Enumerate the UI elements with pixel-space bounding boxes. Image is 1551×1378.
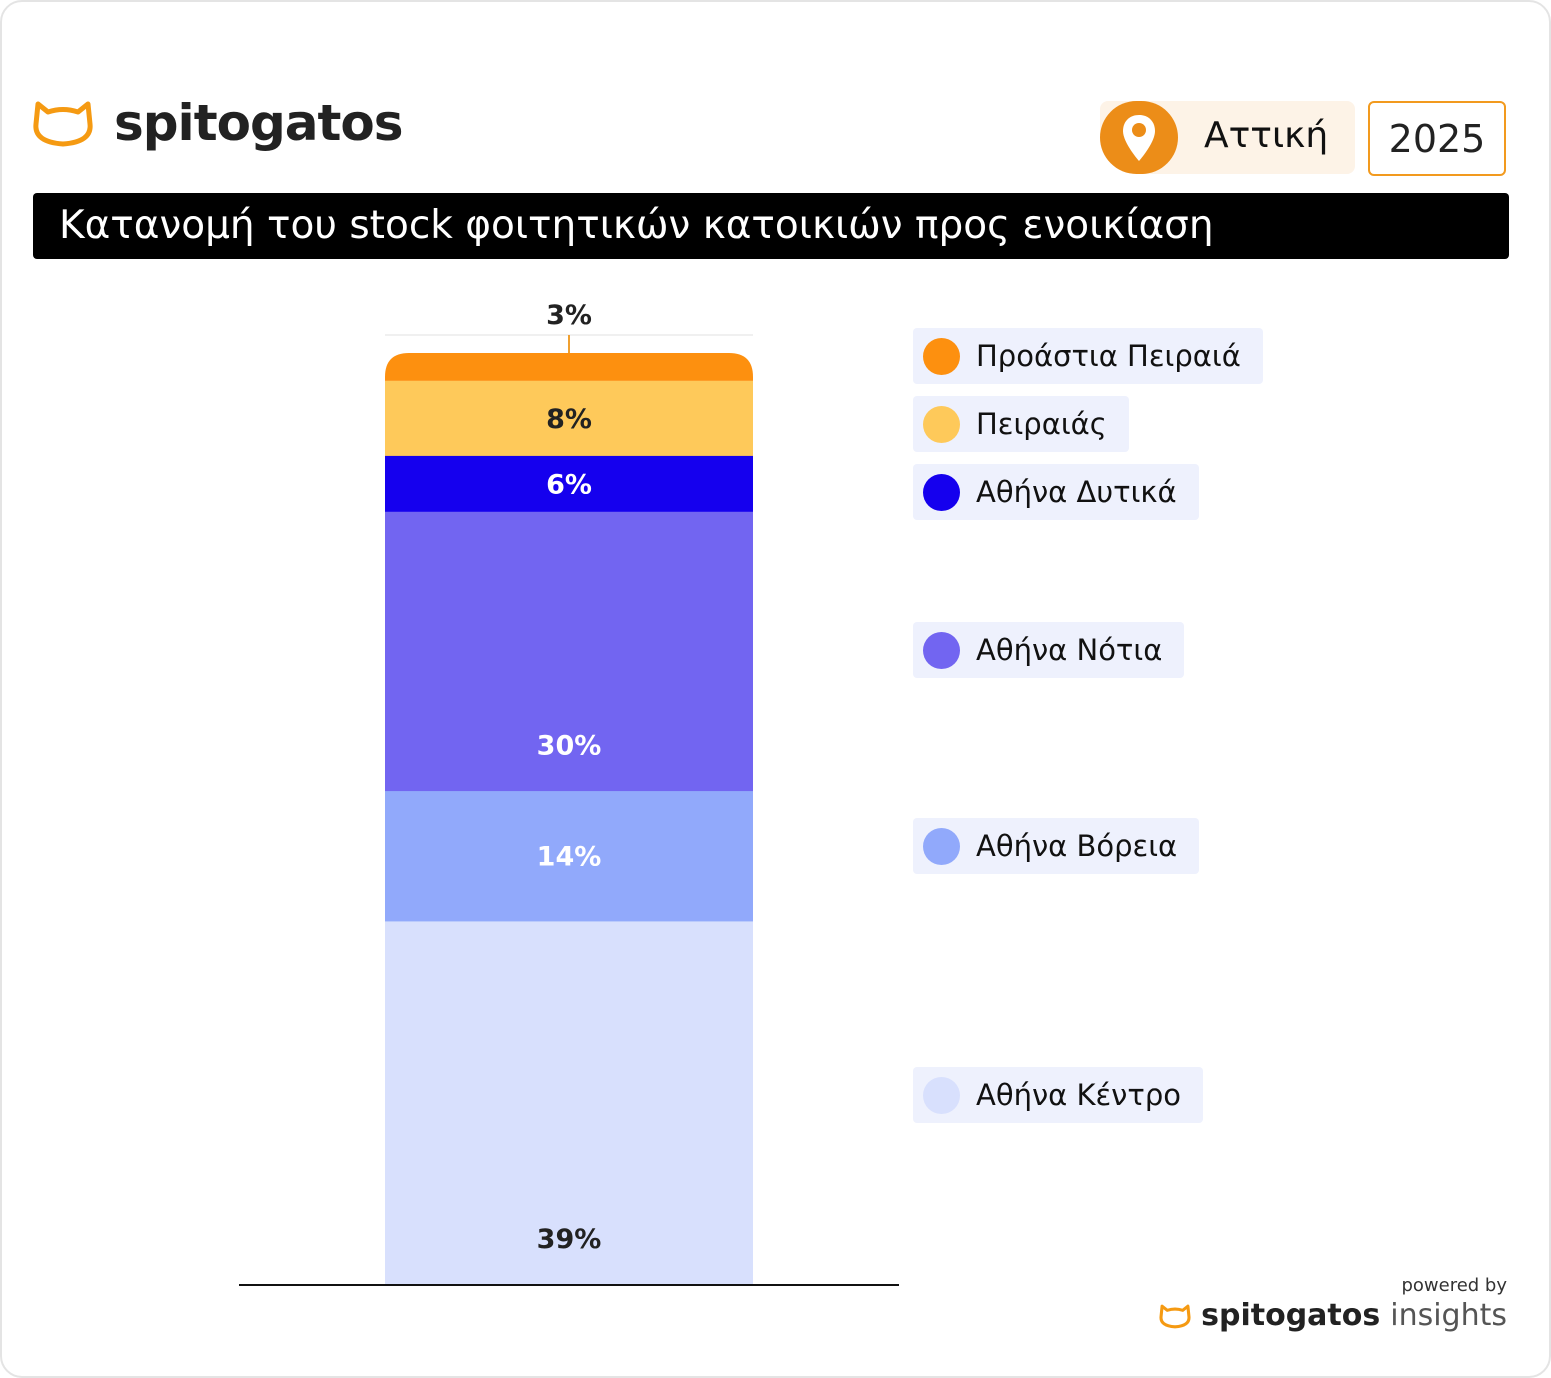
legend-swatch — [923, 405, 960, 443]
chart-title: Κατανομή του stock φοιτητικών κατοικιών … — [33, 193, 1509, 259]
legend-swatch — [923, 473, 960, 511]
legend-item: Αθήνα Βόρεια — [913, 818, 1200, 874]
region-label: Αττική — [1204, 115, 1329, 156]
bar-segment — [385, 380, 753, 456]
bar-segment — [385, 455, 753, 512]
legend-label: Αθήνα Δυτικά — [976, 475, 1177, 509]
powered-by-label: powered by — [1401, 1275, 1507, 1296]
bar-segment — [385, 790, 753, 922]
legend-swatch — [923, 337, 960, 375]
cat-icon — [1159, 1304, 1191, 1328]
legend-label: Αθήνα Νότια — [976, 633, 1163, 667]
data-label: 3% — [546, 300, 592, 331]
data-label: 30% — [537, 731, 602, 762]
footer-brand: spitogatos insights — [1159, 1298, 1507, 1333]
region-selector[interactable]: Αττική — [1100, 101, 1355, 174]
bar-segment — [385, 920, 753, 1285]
brand-name: spitogatos — [114, 94, 403, 152]
data-label: 14% — [537, 842, 602, 873]
legend-item: Αθήνα Δυτικά — [913, 464, 1199, 520]
cat-icon — [33, 101, 93, 147]
bar-segment — [385, 511, 753, 792]
legend-label: Αθήνα Κέντρο — [976, 1078, 1181, 1112]
legend-item: Αθήνα Κέντρο — [913, 1067, 1203, 1123]
data-label: 8% — [546, 404, 592, 435]
legend-item: Προάστια Πειραιά — [913, 328, 1263, 384]
data-label: 6% — [546, 469, 592, 500]
legend-label: Προάστια Πειραιά — [976, 339, 1241, 373]
legend-swatch — [923, 827, 960, 865]
legend-item: Πειραιάς — [913, 396, 1129, 452]
legend-label: Πειραιάς — [976, 407, 1107, 441]
legend-swatch — [923, 631, 960, 669]
bar-segment — [385, 353, 753, 381]
data-label: 39% — [537, 1224, 602, 1255]
footer-product: insights — [1390, 1298, 1507, 1333]
year-selector[interactable]: 2025 — [1368, 101, 1506, 176]
legend-label: Αθήνα Βόρεια — [976, 829, 1178, 863]
brand-logo: spitogatos — [32, 94, 403, 152]
footer-brand-name: spitogatos — [1201, 1298, 1381, 1333]
legend-item: Αθήνα Νότια — [913, 622, 1185, 678]
location-pin-icon — [1100, 101, 1178, 174]
legend-swatch — [923, 1076, 960, 1114]
